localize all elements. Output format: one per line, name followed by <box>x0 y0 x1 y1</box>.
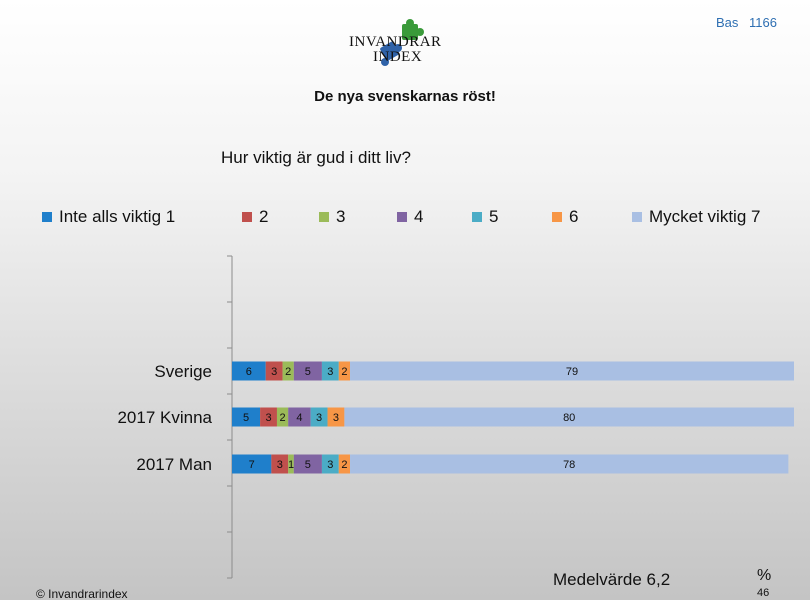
percent-symbol: % <box>757 567 772 584</box>
legend-item: 3 <box>319 207 345 227</box>
bar-segment <box>288 407 311 427</box>
category-label: Sverige <box>154 362 212 381</box>
data-label: 3 <box>271 366 277 378</box>
legend-swatch <box>242 212 252 222</box>
data-label: 3 <box>327 459 333 471</box>
bar-segment <box>282 361 294 381</box>
invandrarindex-logo: INVANDRAR INDEX <box>340 18 470 78</box>
data-label: 2 <box>341 366 347 378</box>
data-label: 5 <box>305 366 311 378</box>
logo-text-line1: INVANDRAR <box>349 34 442 50</box>
data-label: 3 <box>316 412 322 424</box>
puzzle-logo-icon <box>380 19 424 66</box>
percent-value: 46 <box>757 587 770 599</box>
logo-text-line2: INDEX <box>373 49 423 65</box>
legend-item: 2 <box>242 207 268 227</box>
legend-swatch <box>472 212 482 222</box>
legend-swatch <box>319 212 329 222</box>
legend-item: Inte alls viktig 1 <box>42 207 175 227</box>
data-label: 4 <box>296 412 302 424</box>
data-label: 2 <box>280 412 286 424</box>
category-label: 2017 Man <box>136 455 212 474</box>
legend-item: 5 <box>472 207 498 227</box>
bar-segment <box>321 454 339 474</box>
chart-title: Hur viktig är gud i ditt liv? <box>221 148 411 167</box>
bar-segment <box>271 454 289 474</box>
legend-label: 2 <box>259 207 269 226</box>
legend-item: 6 <box>552 207 578 227</box>
data-label: 5 <box>243 412 249 424</box>
base-value: 1166 <box>749 15 777 30</box>
bar-segment <box>338 454 351 474</box>
data-label: 3 <box>265 412 271 424</box>
base-label: Bas <box>716 15 739 30</box>
bar-segment <box>288 454 294 474</box>
copyright-text: © Invandrarindex <box>36 587 128 601</box>
legend-swatch <box>632 212 642 222</box>
legend-label: 3 <box>336 207 346 226</box>
data-label: 5 <box>305 459 311 471</box>
bar-segment <box>344 407 794 427</box>
data-label: 3 <box>327 366 333 378</box>
legend-label: 4 <box>414 207 424 226</box>
data-label: 3 <box>333 412 339 424</box>
data-label: 2 <box>285 366 291 378</box>
bar-segment <box>232 361 266 381</box>
legend-swatch <box>42 212 52 222</box>
legend-item: Mycket viktig 7 <box>632 207 760 227</box>
legend-swatch <box>397 212 407 222</box>
legend-item: 4 <box>397 207 423 227</box>
data-label: 6 <box>246 366 252 378</box>
bar-segment <box>350 361 794 381</box>
data-label: 80 <box>563 412 575 424</box>
data-label: 3 <box>277 459 283 471</box>
data-label: 79 <box>566 366 578 378</box>
bar-segment <box>327 407 345 427</box>
legend-swatch <box>552 212 562 222</box>
legend-label: 5 <box>489 207 499 226</box>
bar-segment <box>321 361 339 381</box>
legend-label: Mycket viktig 7 <box>649 207 761 226</box>
category-label: 2017 Kvinna <box>117 408 212 427</box>
bar-segment <box>293 361 322 381</box>
page-subtitle: De nya svenskarnas röst! <box>314 88 496 105</box>
bar-segment <box>276 407 289 427</box>
mean-value-label: Medelvärde 6,2 <box>553 570 671 589</box>
bar-segment <box>310 407 328 427</box>
legend-label: 6 <box>569 207 579 226</box>
bar-segment <box>265 361 283 381</box>
data-label: 2 <box>341 459 347 471</box>
chart-legend: Inte alls viktig 1 2 3 4 5 6 Mycket viktig 7 <box>42 207 802 231</box>
bar-segment <box>350 454 789 474</box>
bar-segment <box>232 454 272 474</box>
bar-segment <box>293 454 322 474</box>
legend-label: Inte alls viktig 1 <box>59 207 176 226</box>
data-label: 78 <box>563 459 575 471</box>
data-label: 7 <box>249 459 255 471</box>
bar-segment <box>232 407 261 427</box>
bar-segment <box>260 407 277 427</box>
bar-segment <box>338 361 351 381</box>
data-label: 1 <box>288 459 294 471</box>
